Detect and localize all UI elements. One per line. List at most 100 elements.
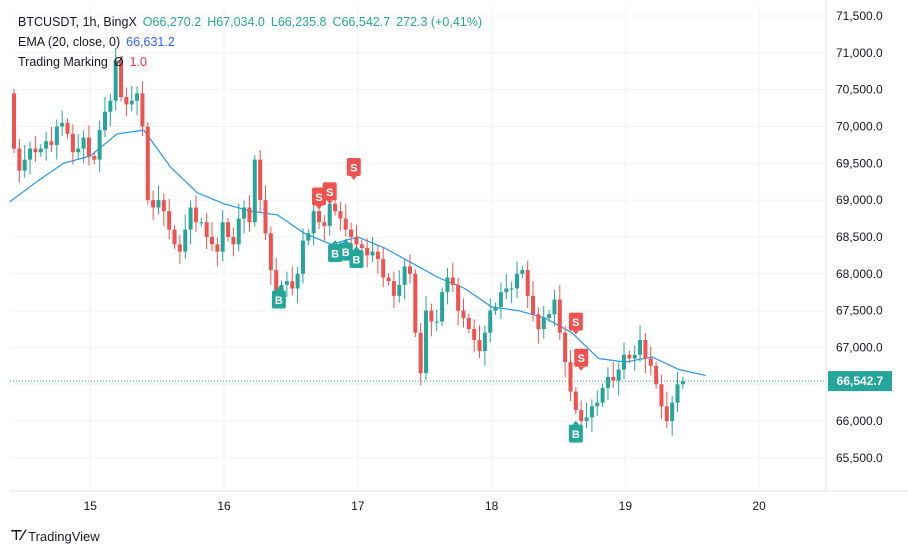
y-tick-label: 71,000.0 xyxy=(836,46,883,60)
tradingview-footer[interactable]: ⊤⁄ TradingView xyxy=(10,528,100,544)
candle-body xyxy=(231,236,236,245)
buy-signal-marker: B xyxy=(328,240,343,263)
buy-signal-marker: B xyxy=(568,420,583,443)
candle-body xyxy=(274,270,279,296)
signal-badge xyxy=(271,290,286,309)
legend-tm-row[interactable]: Trading Marking Ø 1.0 xyxy=(18,52,482,72)
candle-body xyxy=(76,148,81,153)
candle-body xyxy=(242,207,247,219)
sell-signal-marker: S xyxy=(322,182,337,205)
candle-body xyxy=(365,248,370,256)
signal-label: S xyxy=(315,192,322,204)
y-tick-label: 70,000.0 xyxy=(836,120,883,134)
candle-body xyxy=(670,402,675,422)
candle-body xyxy=(402,266,407,285)
signal-badge xyxy=(349,250,364,269)
candle-body xyxy=(568,362,573,392)
candle-body xyxy=(33,148,38,153)
candle-body xyxy=(167,211,172,230)
candle-body xyxy=(632,354,637,359)
candle-body xyxy=(509,288,514,290)
candle-body xyxy=(268,233,273,271)
candle-body xyxy=(145,126,150,201)
candle-body xyxy=(616,369,621,381)
candle-body xyxy=(338,211,343,219)
candle-body xyxy=(113,60,118,101)
candle-body xyxy=(333,203,338,212)
buy-signal-marker: B xyxy=(271,286,286,309)
signal-label: S xyxy=(326,187,333,199)
candle-body xyxy=(445,277,450,293)
candle-body xyxy=(440,292,445,322)
candle-body xyxy=(386,277,391,282)
candle-body xyxy=(161,200,166,212)
candle-body xyxy=(140,93,145,127)
candle-body xyxy=(183,229,188,252)
candle-body xyxy=(520,270,525,274)
candle-body xyxy=(536,314,541,329)
candle-body xyxy=(541,317,546,329)
x-tick-label: 20 xyxy=(752,499,766,513)
candle-body xyxy=(54,126,59,145)
legend-high: H67,034.0 xyxy=(207,15,265,29)
signal-badge xyxy=(338,242,353,261)
y-tick-label: 69,000.0 xyxy=(836,193,883,207)
candle-body xyxy=(252,159,257,223)
sell-signal-marker: S xyxy=(346,158,361,180)
sell-signal-marker: S xyxy=(568,312,583,335)
legend-symbol[interactable]: BTCUSDT, 1h, BingX xyxy=(18,15,137,29)
legend-ema-row[interactable]: EMA (20, close, 0) 66,631.2 xyxy=(18,32,482,52)
signal-pointer xyxy=(332,240,339,245)
candle-body xyxy=(600,387,605,403)
candle-body xyxy=(584,417,589,422)
y-tick-label: 67,500.0 xyxy=(836,304,883,318)
candle-body xyxy=(557,299,562,333)
candle-body xyxy=(498,292,503,307)
signal-label: S xyxy=(578,353,585,365)
axes: 65,500.066,000.066,500.067,000.067,500.0… xyxy=(10,0,908,513)
y-tick-label: 67,000.0 xyxy=(836,340,883,354)
signal-badge xyxy=(346,158,361,176)
candle-body xyxy=(659,384,664,407)
candle-body xyxy=(622,354,627,370)
y-tick-label: 65,500.0 xyxy=(836,451,883,465)
last-price-tag xyxy=(828,371,892,392)
candle-body xyxy=(466,317,471,329)
signal-label: B xyxy=(342,247,350,259)
signal-pointer xyxy=(350,176,357,180)
candle-body xyxy=(611,376,616,381)
candle-body xyxy=(215,244,220,252)
legend-close: C66,542.7 xyxy=(332,15,391,29)
candle-body xyxy=(429,310,434,322)
x-tick-label: 19 xyxy=(619,499,633,513)
candle-body xyxy=(482,332,487,352)
candle-body xyxy=(17,148,22,171)
chart-legend: BTCUSDT, 1h, BingX O66,270.2 H67,034.0 L… xyxy=(18,12,482,72)
candle-body xyxy=(573,391,578,410)
candle-body xyxy=(579,410,584,422)
candle-body xyxy=(675,384,680,403)
legend-tm-label: Trading Marking xyxy=(18,55,108,69)
candle-body xyxy=(284,281,289,285)
candle-body xyxy=(370,251,375,256)
candle-body xyxy=(493,306,498,311)
candle-body xyxy=(92,155,97,160)
signal-pointer xyxy=(572,330,579,335)
signal-pointer xyxy=(353,246,360,251)
candle-body xyxy=(263,200,268,234)
candle-body xyxy=(424,310,429,374)
candle-body xyxy=(81,137,86,149)
candle-layer xyxy=(12,48,685,436)
candle-body xyxy=(12,93,17,149)
candle-body xyxy=(151,200,156,208)
candle-body xyxy=(525,270,530,296)
candle-body xyxy=(300,240,305,274)
candle-body xyxy=(97,130,102,160)
candle-body xyxy=(226,222,231,237)
candle-body xyxy=(397,284,402,296)
candle-body xyxy=(381,259,386,278)
candle-body xyxy=(488,310,493,333)
